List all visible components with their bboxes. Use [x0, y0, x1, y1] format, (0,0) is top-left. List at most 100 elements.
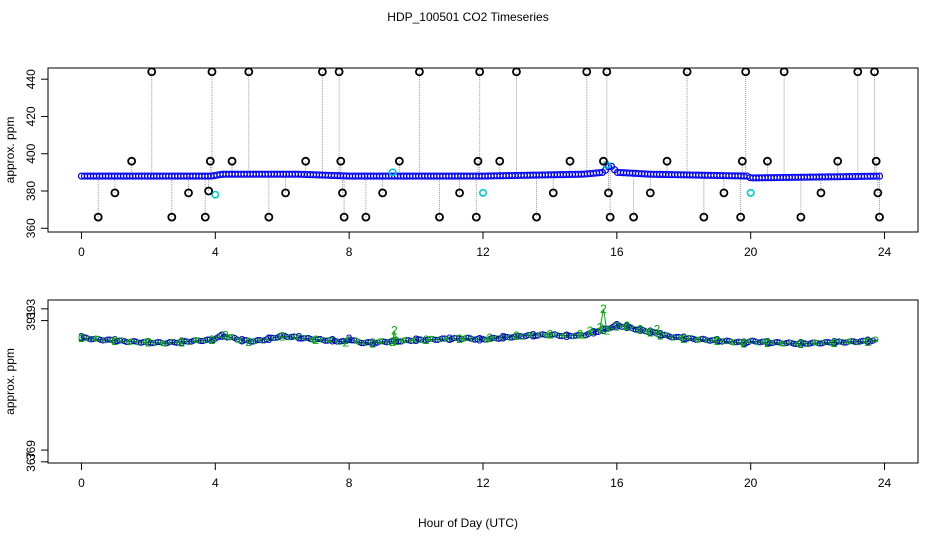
data-point: [254, 336, 261, 344]
outlier-point: [110, 188, 120, 198]
series-marker: 2: [798, 337, 805, 351]
x-tick-label: 0: [78, 476, 85, 490]
data-point: [488, 334, 496, 342]
outlier-point: [870, 67, 879, 77]
outlier-point: [264, 212, 274, 222]
outlier-point: [763, 156, 772, 166]
x-tick-label: 20: [744, 476, 758, 490]
series-marker: 3: [179, 335, 186, 349]
outlier-point: [200, 212, 210, 222]
series-marker: 2: [714, 334, 721, 348]
series-marker: 2: [864, 335, 871, 349]
y-tick-label: 380: [24, 181, 38, 201]
outlier-point: [336, 156, 346, 166]
outlier-point: [602, 67, 612, 77]
series-marker: 2: [547, 328, 554, 342]
outlier-point: [741, 67, 751, 77]
series-marker: 3: [145, 335, 152, 349]
series-marker: 3: [446, 332, 453, 346]
series-marker: 3: [369, 336, 376, 350]
outlier-point: [495, 156, 505, 166]
outlier-point: [339, 212, 349, 222]
series-marker: 2: [831, 336, 838, 350]
outlier-point: [662, 156, 672, 166]
outlier-point: [605, 212, 615, 222]
series-marker: 2: [245, 335, 252, 349]
outlier-point: [737, 156, 747, 166]
outlier-point: [604, 188, 613, 198]
outlier-point: [599, 156, 608, 166]
outlier-point: [645, 188, 655, 198]
series-marker: 2: [145, 335, 152, 349]
data-point: [241, 336, 248, 344]
series-marker: 2: [486, 331, 493, 345]
series-marker: 2: [577, 328, 584, 342]
series-marker: 2: [654, 322, 661, 336]
series-marker: 3: [680, 331, 687, 345]
data-point: [270, 334, 277, 342]
x-tick-label: 20: [744, 245, 758, 259]
series-marker: 2: [209, 333, 216, 347]
data-point: [875, 172, 884, 180]
outlier-point: [301, 156, 311, 166]
series-marker: 2: [624, 319, 631, 333]
x-tick-label: 4: [212, 245, 219, 259]
series-marker: 2: [597, 321, 604, 335]
x-tick-label: 12: [476, 245, 490, 259]
data-point-cyan: [388, 168, 397, 177]
series-marker: 3: [209, 333, 216, 347]
data-point: [632, 326, 639, 333]
y-tick-label: 367: [24, 451, 38, 471]
series-marker: 3: [831, 335, 838, 349]
series-marker: 3: [864, 334, 871, 348]
series-marker: 2: [587, 324, 594, 338]
data-point: [197, 337, 204, 345]
outlier-point: [473, 156, 483, 166]
y-axis-label: approx. ppm: [3, 348, 17, 415]
outlier-point: [816, 188, 826, 198]
series-marker: 3: [219, 329, 226, 343]
series-marker: 3: [296, 331, 303, 345]
outlier-point: [207, 67, 217, 77]
data-point: [358, 339, 365, 347]
x-tick-label: 8: [346, 245, 353, 259]
outlier-point: [796, 212, 806, 222]
outlier-point: [227, 156, 237, 166]
series-marker: 2: [369, 337, 376, 351]
series-marker: 3: [614, 318, 621, 332]
outlier-point: [629, 212, 638, 222]
series-marker: 3: [714, 334, 721, 348]
data-point: [506, 334, 513, 341]
outlier-point: [833, 156, 843, 166]
series-marker: 2: [179, 335, 186, 349]
series-marker: 2: [603, 324, 610, 338]
outlier-point: [779, 67, 789, 77]
x-axis-label: Hour of Day (UTC): [418, 516, 518, 530]
y-tick-label: 393: [24, 298, 38, 318]
outlier-point: [127, 156, 137, 166]
series-marker: 3: [530, 328, 537, 342]
outlier-point: [719, 188, 729, 198]
data-point: [595, 169, 604, 177]
data-point: [872, 336, 879, 343]
y-axis-label: approx. ppm: [3, 117, 17, 184]
outlier-point: [873, 188, 883, 198]
series-marker: 3: [764, 335, 771, 349]
series-marker: 3: [78, 331, 85, 345]
data-point-cyan: [478, 188, 487, 197]
series-marker: 3: [112, 334, 119, 348]
series-marker: 2: [391, 324, 398, 338]
series-marker: 3: [590, 325, 597, 339]
series-marker: 3: [393, 334, 400, 348]
x-tick-label: 12: [476, 476, 490, 490]
chart-title: HDP_100501 CO2 Timeseries: [387, 10, 548, 24]
outlier-point: [184, 188, 193, 198]
series-marker: 3: [624, 320, 631, 334]
outlier-point: [699, 212, 709, 222]
series-marker: 2: [279, 329, 286, 343]
plot-frame: [47, 299, 919, 464]
y-tick-label: 369: [24, 440, 38, 460]
series-marker: 2: [222, 328, 229, 342]
series-marker: 2: [393, 334, 400, 348]
